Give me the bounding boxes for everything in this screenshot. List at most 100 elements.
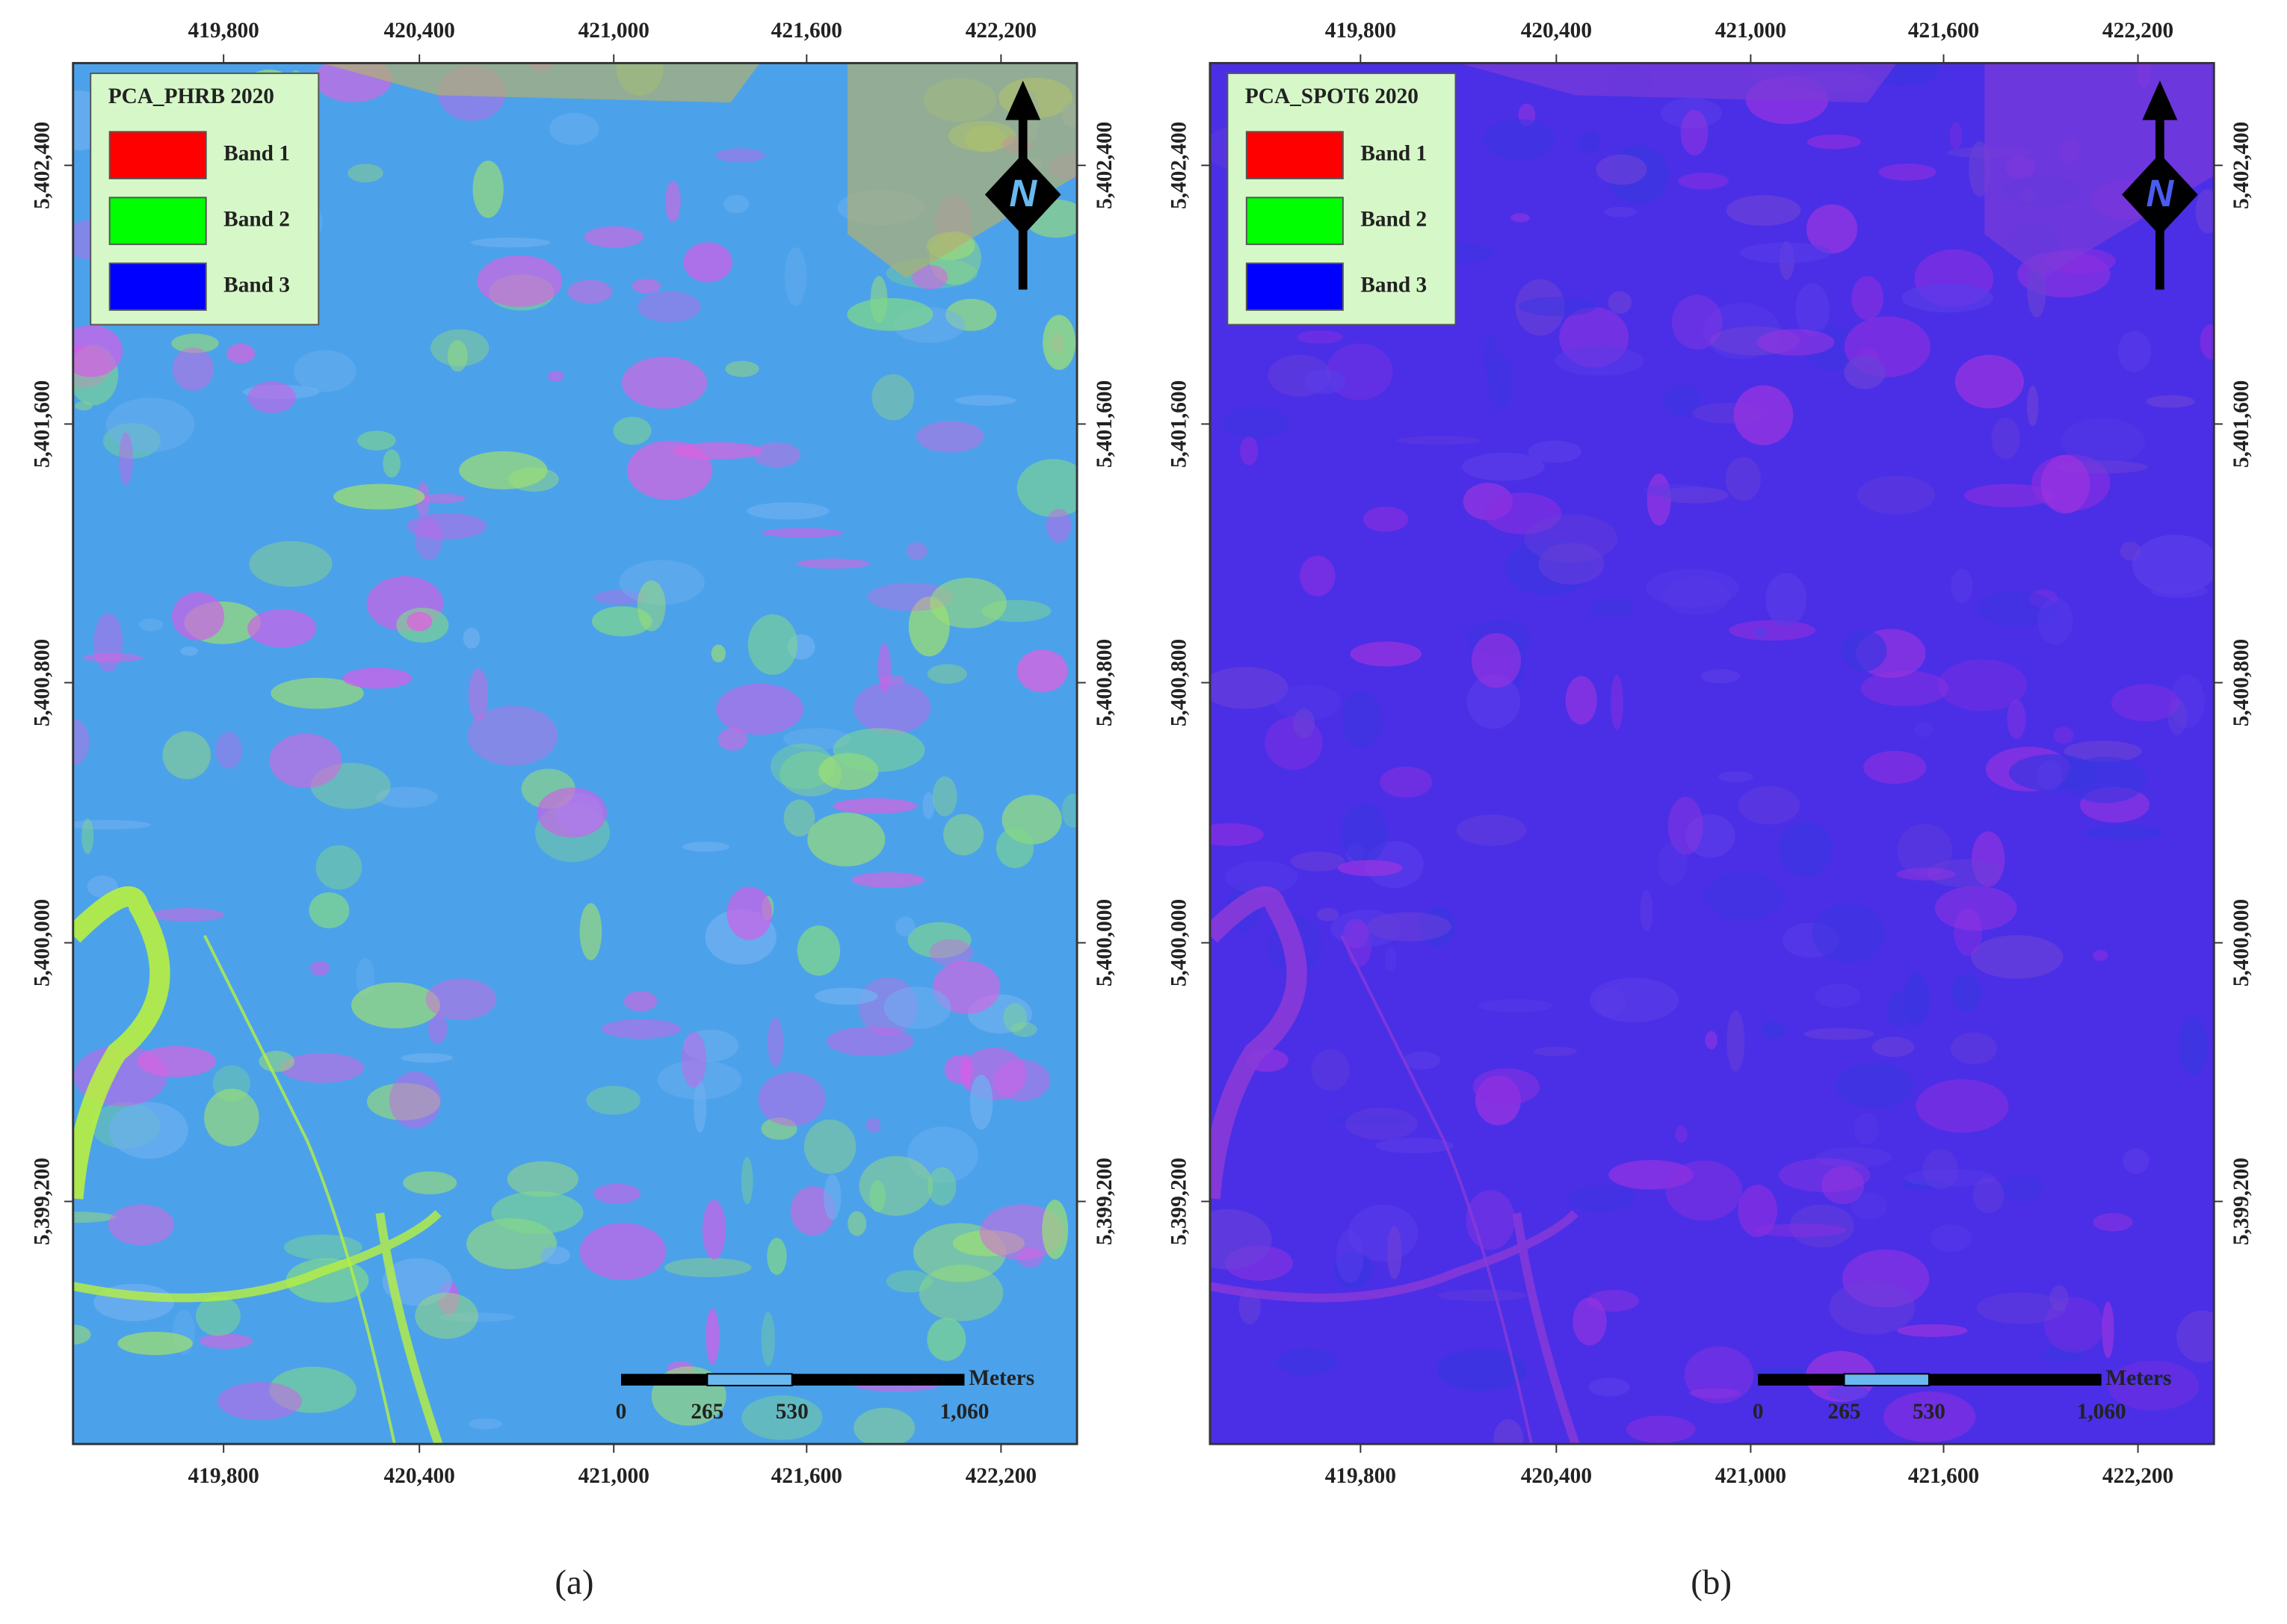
map-patch [1951,973,1981,1013]
x-coordinate-label: 422,200 [2102,19,2173,43]
map-patch [403,1171,457,1195]
map-patch [1608,291,1632,314]
map-patch [1964,484,2054,507]
y-coordinate-label: 5,402,400 [1167,122,1191,209]
map-patch [1954,354,2024,409]
y-coordinate-label: 5,399,200 [2229,1158,2253,1245]
map-patch [2007,700,2026,739]
map-patch [613,416,652,445]
y-coordinate-label: 5,400,000 [2229,899,2253,987]
map-patch [1626,1415,1696,1443]
y-coordinate-label: 5,399,200 [30,1158,54,1245]
map-patch [1524,514,1618,563]
north-label: N [1009,172,1037,214]
x-coordinate-label: 419,800 [188,1464,259,1488]
caption: (a) [555,1563,593,1602]
map-patch [954,395,1016,406]
x-coordinate-label: 422,200 [966,1464,1037,1488]
map-patch [468,1418,502,1430]
map-patch [356,957,374,996]
y-coordinate-label: 5,399,200 [1167,1158,1191,1245]
map-patch [422,493,466,504]
map-patch [1375,1137,1454,1154]
scale-label: 530 [776,1400,809,1424]
map-patch [1350,641,1422,667]
map-patch [286,1258,369,1303]
map-patch [1815,1147,1892,1168]
legend-label: Band 1 [1360,141,1427,165]
x-coordinate-label: 420,400 [1521,19,1592,43]
map-patch [171,592,225,640]
map-patch [567,280,613,304]
map-patch [1821,1166,1865,1204]
map-patch [1897,1324,1968,1337]
map-patch [468,668,489,722]
map-patch [632,278,661,294]
map-patch [767,1017,784,1068]
map-patch [1657,842,1688,886]
map-patch [593,590,646,605]
map-patch [717,727,748,751]
scale-unit: Meters [969,1366,1034,1390]
map-patch [1726,195,1801,226]
map-patch [1726,1010,1745,1072]
x-coordinate-label: 419,800 [188,19,259,43]
map-patch [2061,418,2146,465]
map-patch [1293,708,1315,738]
map-patch [1466,674,1521,729]
map-patch [172,347,214,391]
map-patch [912,265,948,290]
map-patch [217,1382,302,1421]
map-patch [1603,206,1638,217]
map-patch [2170,674,2206,729]
map-patch [725,360,759,377]
map-patch [1240,436,1259,466]
map-patch [1667,797,1703,855]
legend-swatch [1245,131,1344,179]
map-patch [1806,204,1858,254]
map-patch [1971,831,2005,887]
map-patch [171,333,219,353]
map-patch [1729,620,1815,641]
map-patch [1937,659,2028,711]
scale-segment [706,1373,793,1386]
map-patch [415,1292,478,1339]
map-patch [467,706,558,766]
x-coordinate-label: 421,600 [771,19,842,43]
legend-swatch [108,197,207,245]
map-patch [922,792,935,820]
map-patch [1916,1079,2009,1133]
map-patch [1705,871,1783,921]
map-patch [333,484,425,510]
map-patch [1688,1388,1741,1399]
map-patch [1934,886,2017,931]
map-patch [430,329,490,367]
map-patch [109,1102,188,1159]
map-patch [741,1395,823,1440]
map-patch [682,1029,739,1062]
map-patch [259,1051,294,1072]
map-patch [591,606,652,637]
y-coordinate-label: 5,401,600 [1167,380,1191,468]
map-patch [2049,1285,2069,1312]
map-river [1209,886,1307,1200]
map-patch [2132,534,2215,595]
map-patch [943,814,984,856]
scale-unit: Meters [2106,1366,2172,1390]
map-patch [1221,407,1291,438]
map-patch [491,1191,584,1235]
map-patch [1643,484,1707,498]
y-coordinate-label: 5,400,000 [1093,899,1117,987]
map-patch [2093,950,2108,961]
map-patch [1343,918,1368,949]
map-patch [2040,454,2090,514]
map-patch [1587,1289,1640,1312]
map-patch [1851,276,1884,321]
legend-swatch [108,131,207,179]
map-patch [761,1117,797,1140]
y-coordinate-label: 5,400,800 [30,639,54,726]
map-frame [72,61,1078,1445]
map-patch [1646,473,1671,526]
map-patch [1565,676,1597,725]
map-patch [747,502,830,520]
